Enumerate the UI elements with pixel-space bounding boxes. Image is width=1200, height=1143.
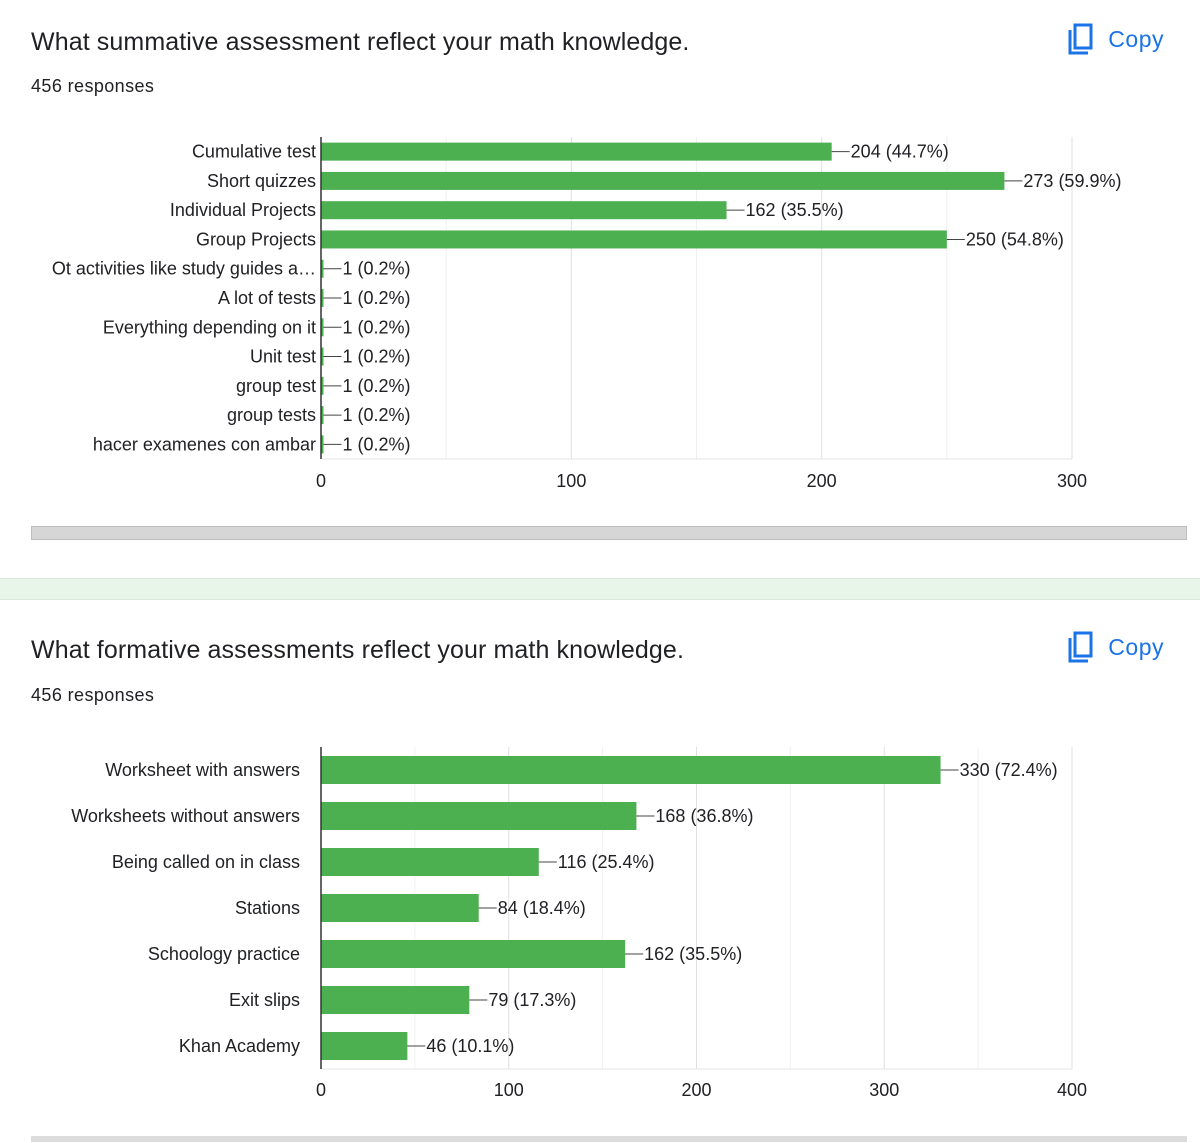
bar	[321, 756, 941, 784]
card-separator	[0, 578, 1200, 600]
data-label: 330 (72.4%)	[960, 760, 1058, 780]
horizontal-scrollbar[interactable]	[31, 526, 1187, 540]
data-label: 162 (35.5%)	[746, 200, 844, 220]
data-label: 79 (17.3%)	[488, 990, 576, 1010]
bar	[321, 848, 539, 876]
horizontal-scrollbar[interactable]	[31, 1136, 1187, 1142]
x-tick-label: 400	[1057, 1080, 1087, 1100]
data-label: 1 (0.2%)	[343, 347, 411, 367]
category-label: Exit slips	[229, 990, 300, 1010]
question-card-summative: What summative assessment reflect your m…	[0, 22, 1200, 540]
copy-icon	[1066, 22, 1094, 56]
bar	[321, 201, 727, 220]
data-label: 84 (18.4%)	[498, 898, 586, 918]
copy-chart-button[interactable]: Copy	[1066, 22, 1164, 56]
question-card-formative: What formative assessments reflect your …	[0, 600, 1200, 1143]
bar	[321, 142, 832, 161]
bar-chart-summative: 0 100 200 300 204 (44.7%) Cumulative test 273 …	[0, 120, 1200, 510]
data-label: 1 (0.2%)	[343, 317, 411, 337]
x-tick-label: 0	[316, 1080, 326, 1100]
x-tick-label: 100	[494, 1080, 524, 1100]
category-label: hacer examenes con ambar	[93, 434, 316, 454]
chart-svg: 0 100 200 300 400 330 (72.4%) Worksheet with a…	[71, 747, 1087, 1100]
data-label: 1 (0.2%)	[343, 288, 411, 308]
data-label: 204 (44.7%)	[851, 142, 949, 162]
bar	[321, 171, 1005, 190]
category-label: Everything depending on it	[103, 317, 316, 337]
data-label: 116 (25.4%)	[558, 852, 655, 872]
category-label: Worksheet with answers	[105, 760, 300, 780]
question-title: What formative assessments reflect your …	[31, 636, 684, 664]
data-label: 162 (35.5%)	[644, 944, 742, 964]
bar	[321, 894, 479, 922]
data-label: 46 (10.1%)	[426, 1036, 514, 1056]
bar	[321, 230, 947, 249]
category-label: Being called on in class	[112, 852, 300, 872]
bar	[321, 1032, 408, 1060]
category-label: group tests	[227, 405, 316, 425]
bar	[321, 940, 626, 968]
bar-chart-formative: 0 100 200 300 400 330 (72.4%) Worksheet with a…	[0, 730, 1200, 1130]
bar	[321, 406, 324, 425]
bar	[321, 376, 324, 395]
question-title: What summative assessment reflect your m…	[31, 28, 690, 56]
category-label: Schoology practice	[148, 944, 300, 964]
data-label: 1 (0.2%)	[343, 405, 411, 425]
chart-svg: 0 100 200 300 204 (44.7%) Cumulative test 273 …	[52, 137, 1121, 491]
response-count: 456 responses	[31, 76, 155, 96]
category-label: Cumulative test	[192, 142, 316, 162]
category-label: A lot of tests	[218, 288, 316, 308]
data-label: 250 (54.8%)	[966, 229, 1064, 249]
copy-icon	[1066, 630, 1094, 664]
bar	[321, 347, 324, 366]
bar	[321, 289, 324, 307]
x-tick-label: 300	[869, 1080, 899, 1100]
data-label: 1 (0.2%)	[343, 376, 411, 396]
bar	[321, 318, 324, 337]
copy-label: Copy	[1108, 633, 1164, 660]
x-tick-label: 0	[316, 471, 326, 491]
category-label: Unit test	[250, 347, 316, 367]
copy-label: Copy	[1108, 25, 1164, 52]
bar	[321, 802, 637, 830]
x-tick-label: 100	[556, 471, 586, 491]
category-label: Worksheets without answers	[71, 806, 300, 826]
bar	[321, 259, 324, 278]
data-label: 1 (0.2%)	[343, 259, 411, 279]
category-label: group test	[236, 376, 316, 396]
category-label: Short quizzes	[207, 171, 316, 191]
bar	[321, 986, 470, 1014]
response-count: 456 responses	[31, 685, 155, 705]
category-label: Individual Projects	[170, 200, 316, 220]
category-label: Ot activities like study guides a…	[52, 259, 316, 279]
category-label: Stations	[235, 898, 300, 918]
data-label: 1 (0.2%)	[343, 434, 411, 454]
copy-chart-button[interactable]: Copy	[1066, 630, 1164, 664]
data-label: 168 (36.8%)	[655, 806, 753, 826]
category-label: Khan Academy	[179, 1036, 300, 1056]
bar	[321, 435, 324, 454]
category-label: Group Projects	[196, 229, 316, 249]
x-tick-label: 300	[1057, 471, 1087, 491]
data-label: 273 (59.9%)	[1023, 171, 1121, 191]
x-tick-label: 200	[681, 1080, 711, 1100]
x-tick-label: 200	[807, 471, 837, 491]
